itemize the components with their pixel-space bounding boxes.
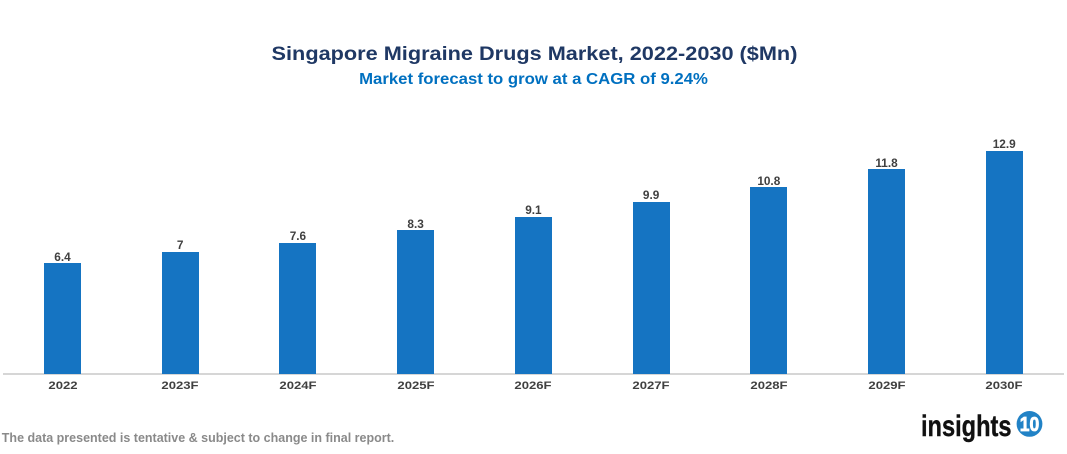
svg-text:10: 10 — [1020, 413, 1040, 436]
svg-text:insights: insights — [921, 410, 1012, 443]
